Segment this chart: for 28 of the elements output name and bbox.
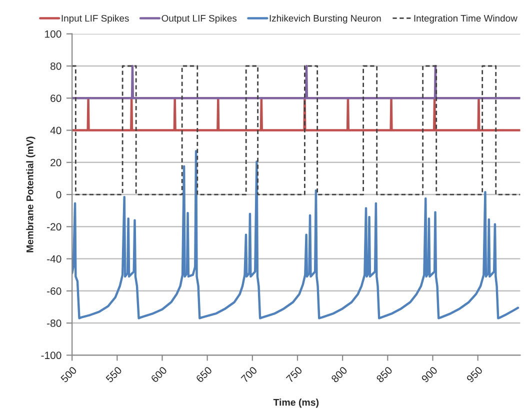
legend-label: Izhikevich Bursting Neuron [270, 14, 381, 24]
x-tick-label: 550 [105, 366, 122, 383]
legend-label: Input LIF Spikes [62, 14, 129, 24]
y-tick-label: -40 [47, 255, 62, 263]
x-tick-label: 750 [286, 366, 303, 383]
y-tick-label: 40 [50, 126, 62, 134]
x-tick-label: 700 [240, 366, 258, 383]
y-tick-label: 80 [50, 62, 62, 70]
legend-label: Integration Time Window [414, 14, 518, 24]
x-tick-label: 850 [376, 366, 393, 383]
legend-label: Output LIF Spikes [162, 14, 237, 24]
x-tick-label: 950 [466, 366, 483, 383]
y-tick-label: -100 [41, 352, 62, 360]
x-tick-label: 800 [330, 366, 348, 383]
y-tick-label: 60 [50, 94, 62, 102]
y-tick-label: -20 [47, 223, 62, 231]
y-axis-title: Membrane Potential (mV) [26, 136, 36, 252]
x-tick-label: 650 [196, 366, 212, 383]
y-tick-label: -80 [47, 320, 62, 327]
y-tick-label: 100 [45, 30, 62, 38]
y-tick-label: 0 [56, 191, 62, 198]
y-tick-label: 20 [50, 158, 62, 166]
line-series [72, 150, 520, 320]
x-tick-label: 500 [60, 366, 78, 383]
x-tick-label: 900 [421, 366, 438, 383]
x-axis-title: Time (ms) [273, 398, 319, 408]
y-tick-label: -60 [47, 287, 62, 295]
x-tick-label: 600 [150, 366, 168, 383]
